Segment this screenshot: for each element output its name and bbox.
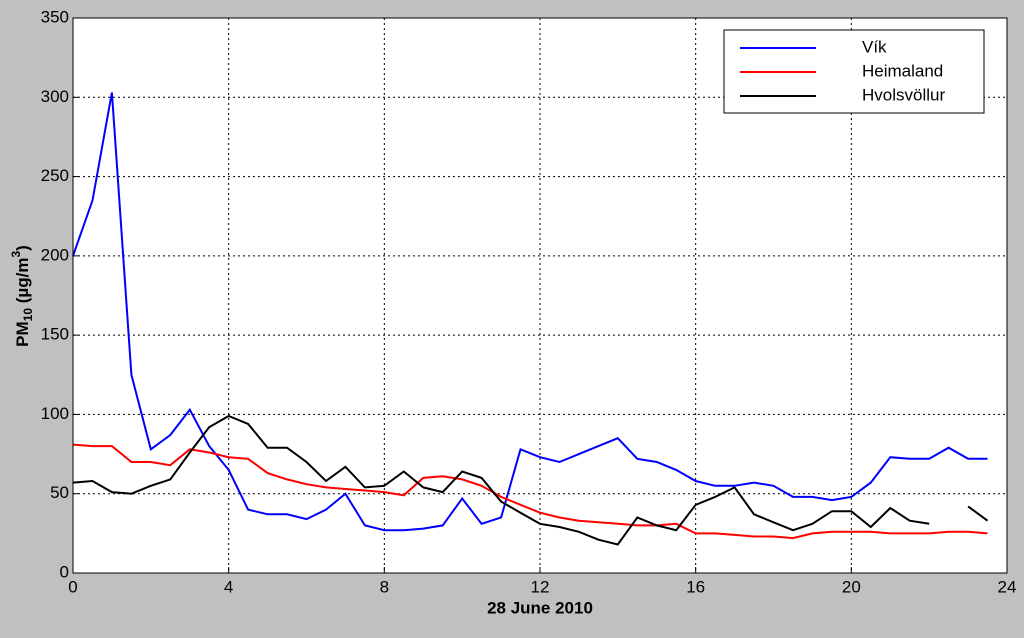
plot-frame	[72, 17, 1008, 574]
y-tick-label: 0	[60, 562, 69, 581]
y-tick-label: 150	[41, 325, 69, 344]
line-series	[72, 414, 989, 546]
x-tick-label: 12	[531, 577, 550, 596]
legend-label: Heimaland	[862, 61, 943, 80]
line-series	[72, 443, 988, 540]
legend-label: Vík	[862, 37, 887, 56]
x-tick-label: 24	[998, 577, 1017, 596]
x-tick-label: 16	[686, 577, 705, 596]
x-tick-label: 8	[380, 577, 389, 596]
y-tick-label: 350	[41, 7, 69, 26]
x-axis-label: 28 June 2010	[487, 598, 593, 617]
x-tick-label: 20	[842, 577, 861, 596]
y-label-part: )	[13, 245, 32, 251]
y-axis-label: PM10 (µg/m3)	[9, 245, 35, 347]
y-tick-label: 50	[50, 483, 69, 502]
legend-box	[723, 29, 985, 114]
y-tick-label: 100	[41, 404, 69, 423]
legend-label: Hvolsvöllur	[862, 85, 945, 104]
y-tick-label: 200	[41, 245, 69, 264]
x-tick-label: 4	[224, 577, 233, 596]
x-tick-label: 0	[68, 577, 77, 596]
y-label-part: PM	[13, 321, 32, 347]
y-label-part: (µg/m	[13, 258, 32, 308]
y-label-sup: 3	[9, 251, 23, 258]
line-series	[72, 92, 988, 532]
y-tick-label: 250	[41, 166, 69, 185]
y-tick-label: 300	[41, 87, 69, 106]
y-label-sub: 10	[21, 308, 35, 322]
